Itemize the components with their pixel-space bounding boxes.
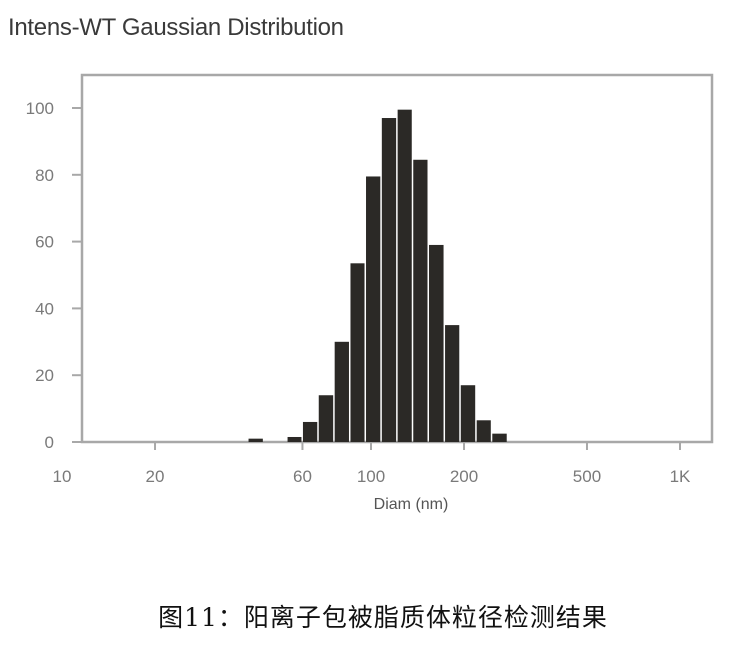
plot-frame [80, 73, 714, 444]
chart-plot: 0 20 40 60 80 100 10 20 60 100 200 500 1K Diam (nm) [26, 73, 714, 513]
x-tick-label: 10 [53, 467, 72, 486]
y-tick-label: 40 [35, 299, 54, 318]
histogram-bar [445, 325, 460, 442]
x-tick-label: 60 [293, 467, 312, 486]
x-tick-label: 20 [146, 467, 165, 486]
histogram-bar [413, 159, 428, 442]
histogram-bar [460, 385, 476, 442]
histogram-bar [492, 433, 507, 442]
x-tick-label: 1K [670, 467, 691, 486]
histogram-bar [248, 438, 263, 442]
y-tick-label: 0 [45, 433, 54, 452]
y-axis: 0 20 40 60 80 100 [26, 99, 82, 452]
histogram-bar [318, 395, 334, 442]
bars [248, 109, 507, 443]
histogram-bar [381, 118, 397, 443]
y-tick-label: 100 [26, 99, 54, 118]
histogram-bar [476, 420, 491, 442]
y-tick-label: 80 [35, 166, 54, 185]
x-tick-label: 200 [450, 467, 478, 486]
histogram-bar [302, 421, 318, 442]
histogram-bar [334, 341, 349, 442]
x-tick-label: 500 [573, 467, 601, 486]
histogram-bar [397, 109, 412, 443]
x-tick-label: 100 [357, 467, 385, 486]
histogram-bar [287, 436, 302, 442]
chart-title: Intens-WT Gaussian Distribution [8, 14, 344, 41]
figure-caption: 图11：阳离子包被脂质体粒径检测结果 [158, 603, 608, 632]
y-tick-label: 60 [35, 233, 54, 252]
histogram-bar [429, 244, 444, 442]
histogram-bar [350, 263, 365, 442]
x-axis-label: Diam (nm) [374, 496, 449, 513]
histogram-bar [366, 176, 381, 442]
y-tick-label: 20 [35, 366, 54, 385]
x-axis: 10 20 60 100 200 500 1K [53, 442, 691, 486]
